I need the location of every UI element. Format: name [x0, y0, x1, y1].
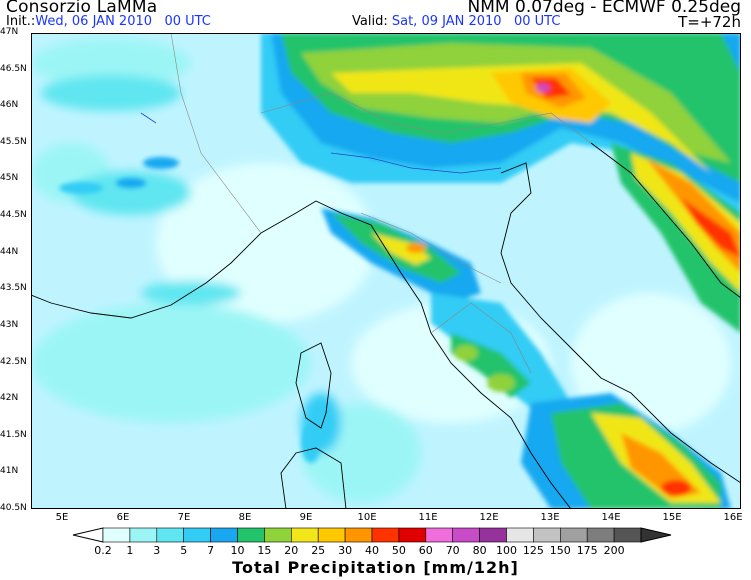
- colorbar-tick-label: 0.2: [94, 544, 112, 557]
- colorbar-tick-label: 5: [180, 544, 188, 557]
- colorbar-swatch: [425, 527, 453, 543]
- colorbar-swatch: [237, 527, 265, 543]
- lon-label: 12E: [479, 512, 499, 523]
- colorbar-swatch: [102, 527, 131, 543]
- lon-label: 10E: [357, 512, 377, 523]
- coastlines: [31, 142, 741, 509]
- lon-label: 5E: [55, 512, 69, 523]
- colorbar-tick-label: 100: [496, 544, 517, 557]
- valid-label: Valid:: [352, 14, 388, 29]
- colorbar-tick-label: 20: [284, 544, 299, 557]
- colorbar-tick-label: 175: [576, 544, 598, 557]
- init-date: Wed, 06 JAN 2010: [35, 14, 153, 29]
- lat-label: 44N: [0, 246, 19, 257]
- rivers-lakes: [140, 112, 502, 174]
- lon-label: 16E: [723, 512, 743, 523]
- colorbar-swatch: [479, 527, 507, 543]
- colorbar-tick-label: 70: [445, 544, 460, 557]
- precipitation-map: [31, 33, 741, 509]
- colorbar-swatch: [183, 527, 211, 543]
- lon-label: 6E: [116, 512, 130, 523]
- colorbar-swatch: [290, 527, 319, 543]
- colorbar-swatch: [398, 527, 427, 543]
- lon-label: 11E: [418, 512, 438, 523]
- colorbar-swatch: [371, 527, 400, 543]
- colorbar-swatch: [533, 527, 561, 543]
- precip-field-heavy: [59, 33, 741, 509]
- colorbar-high-arrow: [640, 527, 672, 543]
- colorbar: 0.2 1 3 5 7 10 15 20 25 30 40 50 60 70 80 100 125 150 175 2…: [0, 524, 751, 580]
- borders: [170, 33, 592, 374]
- lon-label: 9E: [299, 512, 313, 523]
- colorbar-swatches: [72, 527, 672, 543]
- valid-hour: 00 UTC: [513, 14, 561, 29]
- colorbar-tick-label: 25: [311, 544, 326, 557]
- colorbar-tick-label: 80: [472, 544, 487, 557]
- colorbar-swatch: [264, 527, 292, 543]
- lat-label: 43.5N: [0, 283, 27, 294]
- model-title: NMM 0.07deg - ECMWF 0.25deg: [467, 0, 741, 17]
- lon-label: 7E: [177, 512, 191, 523]
- init-hour: 00 UTC: [164, 14, 211, 29]
- colorbar-tick-label: 125: [522, 544, 544, 557]
- colorbar-swatch: [586, 527, 615, 543]
- lat-label: 45.5N: [0, 136, 27, 147]
- forecast-step: T=+72h: [678, 13, 741, 31]
- map-canvas: [31, 33, 741, 509]
- lat-label: 45N: [0, 173, 19, 184]
- colorbar-tick-label: 50: [391, 544, 406, 557]
- init-time: Init.:Wed, 06 JAN 2010 00 UTC: [6, 14, 211, 29]
- lat-label: 41N: [0, 466, 19, 477]
- colorbar-low-arrow: [72, 527, 104, 543]
- init-label: Init.:: [6, 14, 36, 29]
- map-header: Consorzio LaMMa NMM 0.07deg - ECMWF 0.25…: [0, 0, 751, 34]
- colorbar-tick-label: 40: [365, 544, 379, 557]
- map-frame: [31, 33, 741, 509]
- colorbar-swatch: [452, 527, 480, 543]
- lat-label: 42N: [0, 393, 19, 404]
- colorbar-swatch: [559, 527, 588, 543]
- colorbar-tick-label: 3: [153, 544, 161, 557]
- lat-label: 40.5N: [0, 503, 27, 513]
- lon-label: 14E: [601, 512, 621, 523]
- colorbar-swatch: [317, 527, 346, 543]
- colorbar-tick-label: 60: [418, 544, 433, 557]
- colorbar-swatch: [156, 527, 185, 543]
- colorbar-swatch: [344, 527, 373, 543]
- colorbar-swatch: [506, 527, 534, 543]
- colorbar-tick-label: 7: [207, 544, 215, 557]
- valid-date: Sat, 09 JAN 2010: [391, 14, 502, 29]
- colorbar-tick-label: 200: [603, 544, 625, 557]
- lon-label: 13E: [540, 512, 560, 523]
- lat-label: 42.5N: [0, 356, 27, 367]
- colorbar-tick-label: 150: [549, 544, 571, 557]
- institution-title: Consorzio LaMMa: [6, 0, 158, 17]
- lat-label: 46.5N: [0, 63, 27, 74]
- lat-label: 46N: [0, 100, 19, 111]
- colorbar-swatch: [210, 527, 238, 543]
- colorbar-tick-label: 10: [230, 544, 245, 557]
- colorbar-tick-label: 15: [257, 544, 272, 557]
- lat-label: 44.5N: [0, 210, 27, 221]
- valid-time: Valid: Sat, 09 JAN 2010 00 UTC: [352, 14, 560, 29]
- colorbar-swatch: [129, 527, 158, 543]
- lat-label: 47N: [0, 27, 19, 37]
- lat-label: 41.5N: [0, 429, 27, 440]
- colorbar-title: Total Precipitation [mm/12h]: [232, 558, 519, 577]
- lon-label: 15E: [662, 512, 682, 523]
- lon-label: 8E: [238, 512, 252, 523]
- colorbar-tick-label: 30: [338, 544, 353, 557]
- lat-label: 43N: [0, 319, 19, 330]
- colorbar-swatch: [613, 527, 642, 543]
- colorbar-tick-label: 1: [126, 544, 134, 557]
